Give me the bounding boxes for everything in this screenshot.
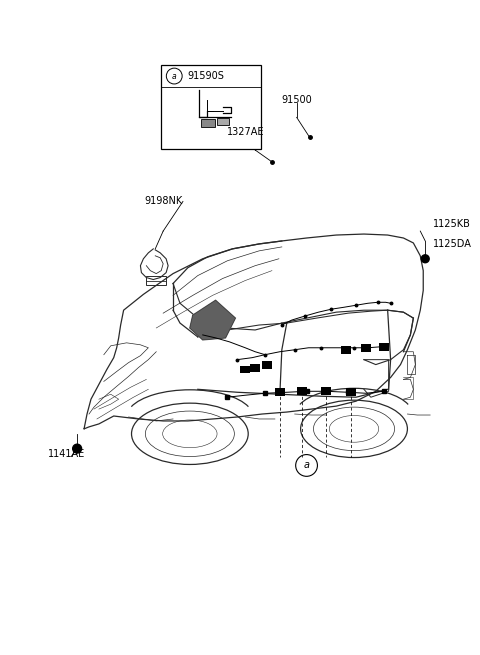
- Bar: [341, 346, 351, 354]
- Bar: [361, 344, 371, 352]
- Text: 91500: 91500: [281, 94, 312, 105]
- Text: 9198NK: 9198NK: [144, 196, 182, 206]
- Text: 1327AE: 1327AE: [227, 127, 264, 138]
- Bar: [161, 66, 261, 149]
- Text: 1141AE: 1141AE: [48, 449, 84, 458]
- Bar: [346, 388, 356, 396]
- Bar: [322, 387, 331, 395]
- Bar: [146, 276, 166, 286]
- Bar: [262, 361, 272, 369]
- Text: 91590S: 91590S: [187, 71, 224, 81]
- Text: a: a: [303, 460, 310, 470]
- Text: 1125DA: 1125DA: [433, 239, 472, 249]
- Bar: [240, 365, 250, 373]
- Bar: [379, 343, 389, 350]
- Text: 1125KB: 1125KB: [433, 219, 471, 229]
- Bar: [217, 119, 229, 125]
- Bar: [250, 364, 260, 371]
- Polygon shape: [190, 300, 235, 340]
- Circle shape: [72, 444, 82, 453]
- Bar: [275, 388, 285, 396]
- Bar: [201, 119, 215, 127]
- Text: a: a: [172, 71, 177, 81]
- Circle shape: [421, 255, 429, 263]
- Bar: [297, 387, 307, 395]
